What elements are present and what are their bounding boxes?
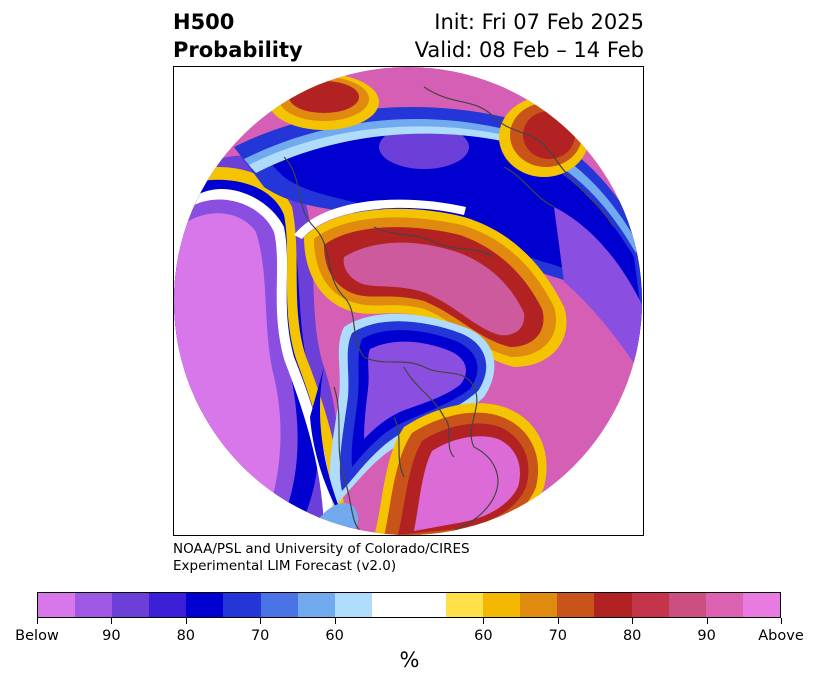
- colorbar-swatch: [334, 593, 372, 617]
- colorbar-swatch: [520, 593, 558, 617]
- colorbar-swatch: [446, 593, 484, 617]
- map-title: H500 Probability: [173, 8, 303, 64]
- colorbar-tick-mark: [334, 618, 336, 624]
- colorbar-swatch: [557, 593, 595, 617]
- colorbar-swatch: [260, 593, 298, 617]
- colorbar-tick-mark: [483, 618, 485, 624]
- colorbar-swatch: [38, 593, 76, 617]
- credit-line1: NOAA/PSL and University of Colorado/CIRE…: [173, 541, 470, 557]
- colorbar-tick-label: 90: [102, 628, 121, 644]
- colorbar-swatch: [186, 593, 224, 617]
- colorbar-swatch: [75, 593, 113, 617]
- polar-map-svg: [174, 67, 642, 535]
- colorbar-tick-mark: [260, 618, 262, 624]
- colorbar-tick-mark: [37, 618, 38, 624]
- colorbar-swatch: [223, 593, 261, 617]
- forecast-dates: Init: Fri 07 Feb 2025 Valid: 08 Feb – 14…: [415, 8, 644, 64]
- colorbar-swatch: [483, 593, 521, 617]
- init-date: Init: Fri 07 Feb 2025: [434, 10, 644, 34]
- colorbar-swatch: [742, 593, 780, 617]
- colorbar-swatch: [112, 593, 150, 617]
- colorbar-swatch: [594, 593, 632, 617]
- colorbar-tick-label: Above: [758, 628, 804, 644]
- colorbar-swatch: [631, 593, 669, 617]
- colorbar-swatch: [668, 593, 706, 617]
- colorbar-tick-label: 70: [548, 628, 568, 644]
- colorbar-swatch: [149, 593, 187, 617]
- colorbar: [37, 592, 781, 618]
- credit-line2: Experimental LIM Forecast (v2.0): [173, 558, 397, 574]
- colorbar-tick-label: 70: [250, 628, 270, 644]
- credit-text: NOAA/PSL and University of Colorado/CIRE…: [173, 541, 470, 575]
- colorbar-tick-label: 80: [176, 628, 196, 644]
- valid-dates: Valid: 08 Feb – 14 Feb: [414, 38, 644, 62]
- colorbar-tick-label: Below: [15, 628, 59, 644]
- probability-map: [173, 66, 644, 536]
- coastlines: [283, 86, 615, 535]
- colorbar-tick-mark: [706, 618, 708, 624]
- colorbar-tick-mark: [781, 618, 782, 624]
- colorbar-tick-label: 90: [697, 628, 716, 644]
- colorbar-tick-mark: [185, 618, 187, 624]
- colorbar-tick-mark: [557, 618, 559, 624]
- colorbar-tick-label: 60: [325, 628, 344, 644]
- colorbar-swatch: [705, 593, 743, 617]
- colorbar-ticks: Below 90 80 70 60 60 70 80 90 Above: [15, 618, 804, 644]
- colorbar-swatch: [371, 593, 447, 617]
- title-line1: H500: [173, 10, 235, 34]
- title-line2: Probability: [173, 38, 303, 62]
- probability-field: [174, 67, 642, 535]
- colorbar-tick-label: 60: [474, 628, 493, 644]
- colorbar-tick-mark: [111, 618, 113, 624]
- colorbar-tick-mark: [632, 618, 634, 624]
- colorbar-units: %: [399, 648, 420, 672]
- colorbar-swatch: [297, 593, 335, 617]
- colorbar-tick-label: 80: [622, 628, 642, 644]
